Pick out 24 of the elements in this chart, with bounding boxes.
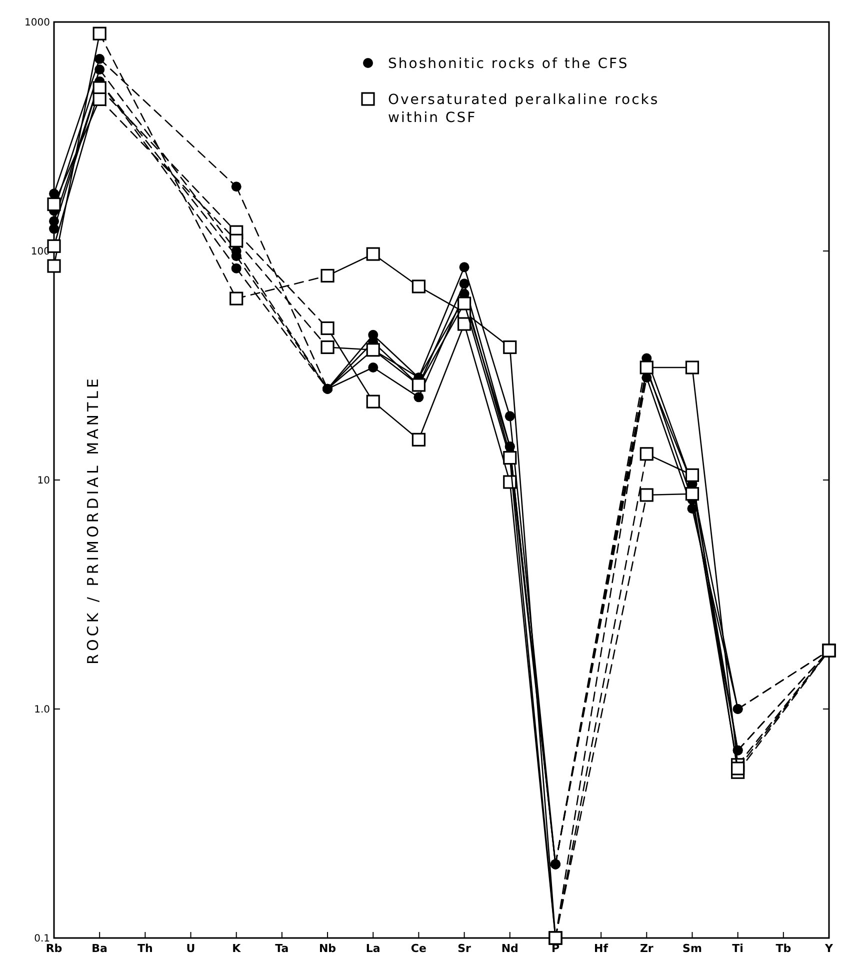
x-tick-label: Sm xyxy=(682,942,702,955)
x-tick-label: Y xyxy=(824,942,834,955)
y-tick-label: 0.1 xyxy=(34,934,50,944)
y-tick-label: 1000 xyxy=(24,18,50,28)
x-tick-label: Ta xyxy=(275,942,289,955)
legend-label: Oversaturated peralkaline rocks within CSF xyxy=(388,92,660,126)
x-tick-label: Zr xyxy=(640,942,654,955)
y-axis-title: ROCK / PRIMORDIAL MANTLE xyxy=(84,376,102,664)
x-tick-label: Ti xyxy=(732,942,744,955)
y-tick-label: 1.0 xyxy=(34,704,50,716)
x-tick-label: Ce xyxy=(410,942,426,955)
x-tick-label: Th xyxy=(138,942,153,955)
x-tick-label: K xyxy=(232,942,242,955)
legend-label: Shoshonitic rocks of the CFS xyxy=(388,56,629,72)
x-tick-label: Nb xyxy=(318,942,336,955)
x-tick-label: Ba xyxy=(92,942,108,955)
x-tick-label: Nd xyxy=(501,942,518,955)
y-tick-label: 10 xyxy=(37,476,50,486)
x-tick-label: Tb xyxy=(776,942,792,955)
x-tick-label: Rb xyxy=(46,942,62,955)
x-tick-label: Hf xyxy=(594,942,608,955)
x-tick-label: La xyxy=(366,942,380,955)
x-tick-label: Sr xyxy=(458,942,472,955)
x-tick-label: U xyxy=(186,942,196,955)
